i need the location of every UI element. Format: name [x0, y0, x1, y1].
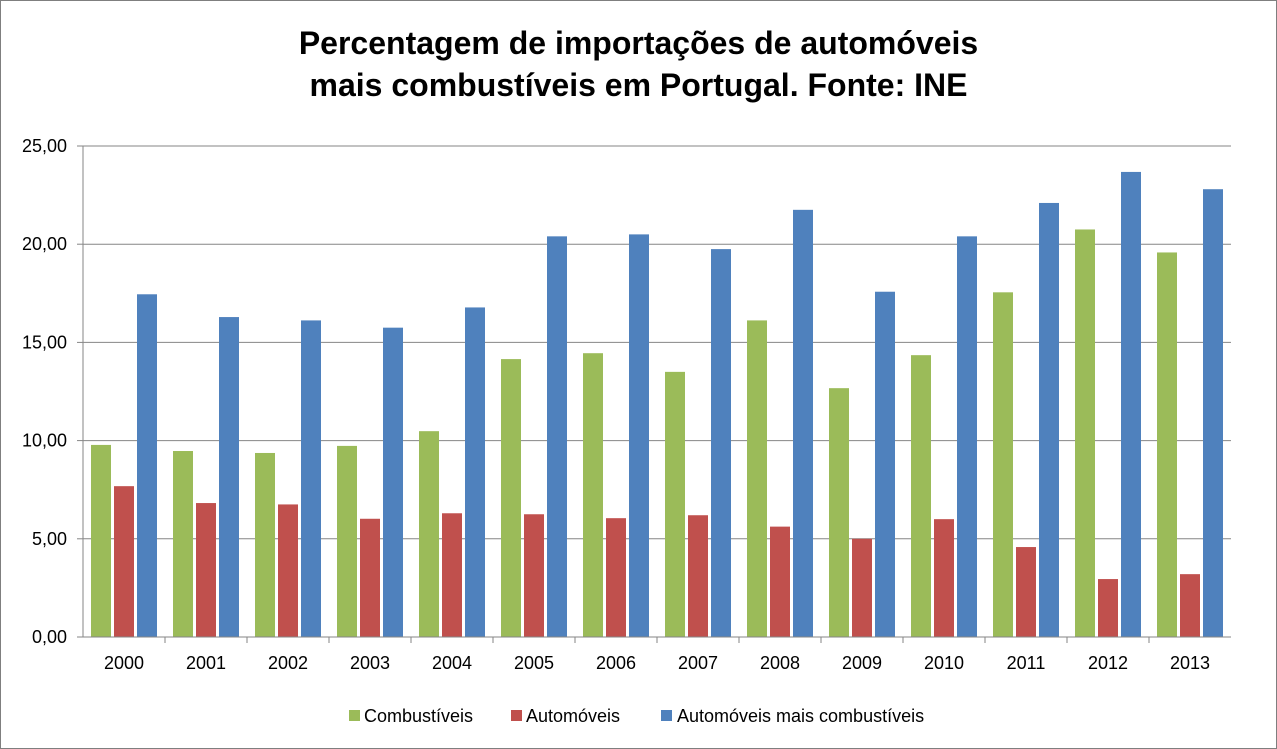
- bar-combustíveis-2010: [911, 355, 931, 637]
- bar-automóveis-mais-combustíveis-2004: [465, 307, 485, 637]
- x-tick-label: 2010: [924, 653, 964, 673]
- bar-automóveis-2008: [770, 526, 790, 637]
- bar-automóveis-2010: [934, 519, 954, 637]
- y-tick-label: 15,00: [22, 332, 67, 352]
- bar-automóveis-2001: [196, 503, 216, 637]
- x-tick-label: 2001: [186, 653, 226, 673]
- bar-automóveis-2004: [442, 513, 462, 637]
- x-tick-label: 2008: [760, 653, 800, 673]
- y-tick-label: 5,00: [32, 529, 67, 549]
- x-tick-label: 2013: [1170, 653, 1210, 673]
- x-tick-label: 2012: [1088, 653, 1128, 673]
- bar-automóveis-2013: [1180, 574, 1200, 637]
- x-tick-label: 2000: [104, 653, 144, 673]
- bar-automóveis-mais-combustíveis-2011: [1039, 202, 1059, 637]
- bar-combustíveis-2013: [1157, 252, 1177, 638]
- y-tick-label: 10,00: [22, 431, 67, 451]
- bar-combustíveis-2006: [583, 353, 603, 637]
- bar-combustíveis-2009: [829, 388, 849, 637]
- x-tick-label: 2003: [350, 653, 390, 673]
- y-tick-label: 25,00: [22, 136, 67, 156]
- legend: Combustíveis Automóveis Automóveis mais co…: [349, 706, 924, 726]
- bar-automóveis-2005: [524, 514, 544, 637]
- bar-automóveis-mais-combustíveis-2009: [875, 291, 895, 637]
- chart-title: Percentagem de importações de automóveis…: [0, 22, 1277, 106]
- bar-automóveis-mais-combustíveis-2013: [1203, 189, 1223, 637]
- bar-combustíveis-2003: [337, 445, 357, 637]
- bar-automóveis-mais-combustíveis-2000: [137, 294, 157, 637]
- bar-combustíveis-2005: [501, 359, 521, 637]
- bar-automóveis-mais-combustíveis-2001: [219, 317, 239, 637]
- y-tick-label: 20,00: [22, 234, 67, 254]
- bar-combustíveis-2000: [91, 444, 111, 637]
- x-tick-label: 2005: [514, 653, 554, 673]
- bar-automóveis-mais-combustíveis-2005: [547, 236, 567, 637]
- bar-combustíveis-2008: [747, 320, 767, 637]
- bar-automóveis-2002: [278, 504, 298, 637]
- bar-automóveis-mais-combustíveis-2002: [301, 320, 321, 637]
- x-tick-label: 2009: [842, 653, 882, 673]
- bar-automóveis-mais-combustíveis-2003: [383, 327, 403, 637]
- bar-combustíveis-2004: [419, 431, 439, 637]
- bar-automóveis-2000: [114, 486, 134, 637]
- bar-combustíveis-2002: [255, 452, 275, 637]
- bar-automóveis-mais-combustíveis-2008: [793, 209, 813, 637]
- x-tick-label: 2004: [432, 653, 472, 673]
- bar-automóveis-2011: [1016, 547, 1036, 637]
- bar-automóveis-2012: [1098, 579, 1118, 637]
- legend-swatch: [349, 710, 360, 721]
- x-tick-label: 2002: [268, 653, 308, 673]
- bar-combustíveis-2011: [993, 292, 1013, 637]
- bar-automóveis-2007: [688, 515, 708, 637]
- chart-title-line-2: mais combustíveis em Portugal. Fonte: IN…: [309, 67, 968, 103]
- chart-title-line-1: Percentagem de importações de automóveis: [298, 25, 979, 61]
- bar-automóveis-2006: [606, 518, 626, 637]
- y-tick-label: 0,00: [32, 627, 67, 647]
- x-tick-label: 2006: [596, 653, 636, 673]
- bars: [91, 171, 1223, 638]
- legend-swatch: [661, 710, 672, 721]
- bar-automóveis-mais-combustíveis-2007: [711, 249, 731, 638]
- legend-label: Automóveis mais combustíveis: [677, 706, 924, 726]
- bar-automóveis-2009: [852, 538, 872, 637]
- bar-combustíveis-2007: [665, 371, 685, 637]
- bar-automóveis-2003: [360, 518, 380, 637]
- bar-automóveis-mais-combustíveis-2010: [957, 236, 977, 637]
- bar-automóveis-mais-combustíveis-2012: [1121, 171, 1141, 637]
- legend-swatch: [511, 710, 522, 721]
- bar-combustíveis-2012: [1075, 229, 1095, 637]
- legend-label: Automóveis: [526, 706, 620, 726]
- x-tick-label: 2007: [678, 653, 718, 673]
- bar-combustíveis-2001: [173, 451, 193, 637]
- x-tick-label: 2011: [1007, 653, 1046, 673]
- legend-label: Combustíveis: [364, 706, 473, 726]
- axes: 0,00 5,00 10,00 15,00 20,00 25,00 2000 2001 2002…: [22, 136, 1231, 673]
- bar-automóveis-mais-combustíveis-2006: [629, 234, 649, 637]
